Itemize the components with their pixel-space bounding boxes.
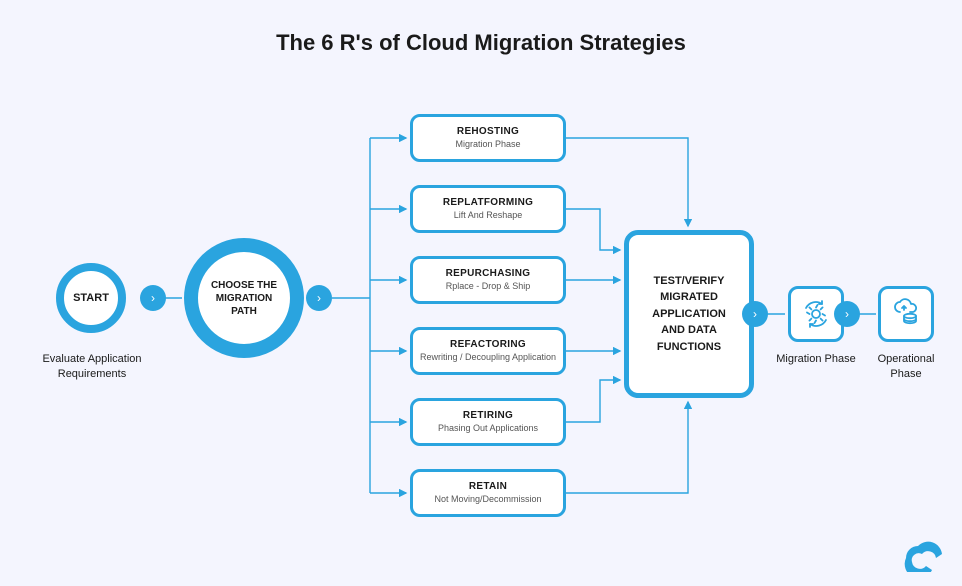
chevron-right-icon: ›	[306, 285, 332, 311]
verify-node-label: TEST/VERIFY MIGRATED APPLICATION AND DAT…	[639, 273, 739, 356]
strategy-box-retain: RETAIN Not Moving/Decommission	[410, 469, 566, 517]
strategy-title: REPURCHASING	[446, 268, 531, 279]
cloud-db-icon	[890, 298, 922, 330]
strategy-title: REHOSTING	[457, 126, 519, 137]
operational-phase-node	[878, 286, 934, 342]
operational-phase-label: Operational Phase	[866, 352, 946, 382]
strategy-subtitle: Migration Phase	[455, 139, 520, 149]
strategy-subtitle: Rewriting / Decoupling Application	[420, 352, 556, 362]
strategy-box-refactoring: REFACTORING Rewriting / Decoupling Appli…	[410, 327, 566, 375]
strategy-subtitle: Not Moving/Decommission	[434, 494, 541, 504]
diagram-title: The 6 R's of Cloud Migration Strategies	[0, 30, 962, 56]
start-sublabel: Evaluate Application Requirements	[32, 352, 152, 382]
start-node: START	[56, 263, 126, 333]
gear-cycle-icon	[800, 298, 832, 330]
choose-node: CHOOSE THE MIGRATION PATH	[184, 238, 304, 358]
strategy-title: REPLATFORMING	[443, 197, 533, 208]
strategy-box-rehosting: REHOSTING Migration Phase	[410, 114, 566, 162]
strategy-title: RETIRING	[463, 410, 513, 421]
strategy-subtitle: Rplace - Drop & Ship	[446, 281, 531, 291]
strategy-box-replatforming: REPLATFORMING Lift And Reshape	[410, 185, 566, 233]
chevron-right-icon: ›	[742, 301, 768, 327]
migration-phase-label: Migration Phase	[776, 352, 856, 367]
brand-logo-icon	[894, 532, 944, 572]
strategy-box-retiring: RETIRING Phasing Out Applications	[410, 398, 566, 446]
start-node-label: START	[73, 292, 109, 304]
strategy-subtitle: Lift And Reshape	[454, 210, 523, 220]
strategy-subtitle: Phasing Out Applications	[438, 423, 538, 433]
strategy-title: REFACTORING	[450, 339, 526, 350]
chevron-right-icon: ›	[140, 285, 166, 311]
chevron-right-icon: ›	[834, 301, 860, 327]
choose-node-label: CHOOSE THE MIGRATION PATH	[198, 279, 290, 318]
verify-node: TEST/VERIFY MIGRATED APPLICATION AND DAT…	[624, 230, 754, 398]
strategy-box-repurchasing: REPURCHASING Rplace - Drop & Ship	[410, 256, 566, 304]
strategy-title: RETAIN	[469, 481, 507, 492]
